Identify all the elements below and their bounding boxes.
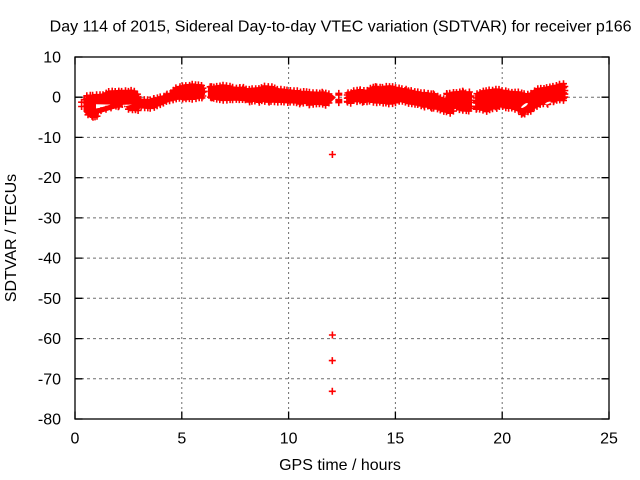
svg-text:-40: -40: [38, 251, 61, 268]
svg-text:0: 0: [52, 90, 61, 107]
svg-text:-20: -20: [38, 170, 61, 187]
svg-text:-30: -30: [38, 210, 61, 227]
svg-text:0: 0: [71, 431, 80, 448]
svg-text:10: 10: [43, 49, 61, 66]
svg-text:15: 15: [387, 431, 405, 448]
svg-text:SDTVAR / TECUs: SDTVAR / TECUs: [3, 174, 20, 302]
svg-text:-80: -80: [38, 411, 61, 428]
svg-text:-60: -60: [38, 331, 61, 348]
svg-text:25: 25: [600, 431, 618, 448]
svg-text:GPS time / hours: GPS time / hours: [279, 457, 401, 474]
svg-text:5: 5: [177, 431, 186, 448]
svg-text:Day 114 of 2015, Sidereal Day-: Day 114 of 2015, Sidereal Day-to-day VTE…: [50, 19, 632, 36]
svg-text:20: 20: [493, 431, 511, 448]
svg-text:-50: -50: [38, 291, 61, 308]
svg-text:-70: -70: [38, 371, 61, 388]
svg-text:10: 10: [280, 431, 298, 448]
svg-text:-10: -10: [38, 130, 61, 147]
